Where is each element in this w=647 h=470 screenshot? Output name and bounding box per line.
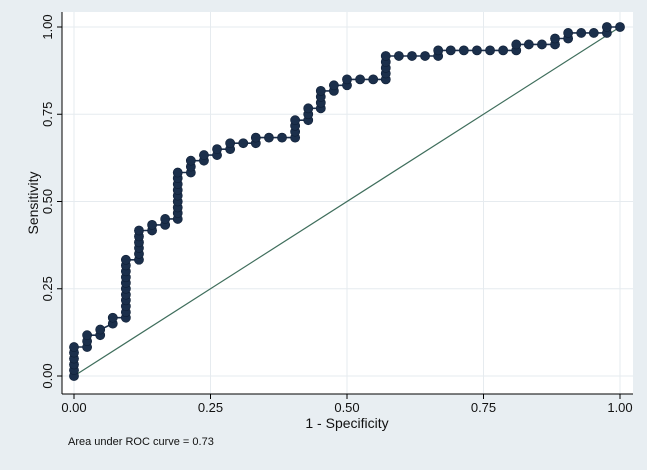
roc-point [303,103,314,114]
roc-point [615,22,625,32]
x-tick-label: 0.00 [61,400,86,415]
roc-point [238,138,249,149]
roc-point [368,74,379,85]
roc-point [576,28,587,38]
roc-point [537,39,547,50]
roc-point [172,167,183,178]
roc-point [107,312,118,323]
roc-point [393,51,404,61]
roc-point [315,85,326,96]
roc-point [69,342,79,352]
roc-point [160,214,171,224]
y-axis-title: Sensitivity [25,171,41,234]
roc-point [485,45,495,56]
roc-point [328,80,339,91]
x-axis-title: 1 - Specificity [305,415,388,431]
roc-points [69,22,625,381]
roc-point [82,330,93,341]
roc-point [458,45,469,56]
roc-point [523,39,534,50]
roc-point [380,51,391,61]
roc-point [407,51,417,61]
roc-point [550,33,560,44]
roc-point [277,132,287,143]
roc-point [445,45,456,56]
roc-point [134,225,144,236]
y-tick-label: 0.50 [40,189,55,214]
roc-point [95,324,106,335]
roc-point [420,51,430,61]
x-ticks: 0.00 0.25 0.50 0.75 1.00 [61,394,633,415]
roc-point [498,45,509,56]
roc-point [199,150,209,160]
roc-point [185,155,196,166]
roc-point [225,138,236,149]
x-tick-label: 0.75 [471,400,496,415]
roc-point [212,144,222,155]
roc-point [433,45,444,56]
roc-point [511,39,522,50]
roc-point [147,219,157,230]
auc-note: Area under ROC curve = 0.73 [68,436,214,448]
roc-point [264,132,274,143]
x-tick-label: 0.50 [334,400,359,415]
reference-line [73,26,621,377]
y-tick-label: 1.00 [40,14,55,39]
roc-point [472,45,482,56]
roc-point [120,254,131,265]
x-tick-label: 0.25 [198,400,223,415]
roc-point [290,115,301,126]
y-tick-label: 0.25 [40,276,55,301]
roc-point [563,28,574,38]
y-ticks: 0.00 0.25 0.50 0.75 1.00 [40,14,62,389]
roc-point [601,22,612,32]
roc-point [588,28,599,38]
roc-point [355,74,366,85]
roc-point [342,74,352,85]
x-tick-label: 1.00 [607,400,632,415]
y-tick-label: 0.75 [40,102,55,127]
y-tick-label: 0.00 [40,363,55,388]
roc-point [250,132,261,143]
